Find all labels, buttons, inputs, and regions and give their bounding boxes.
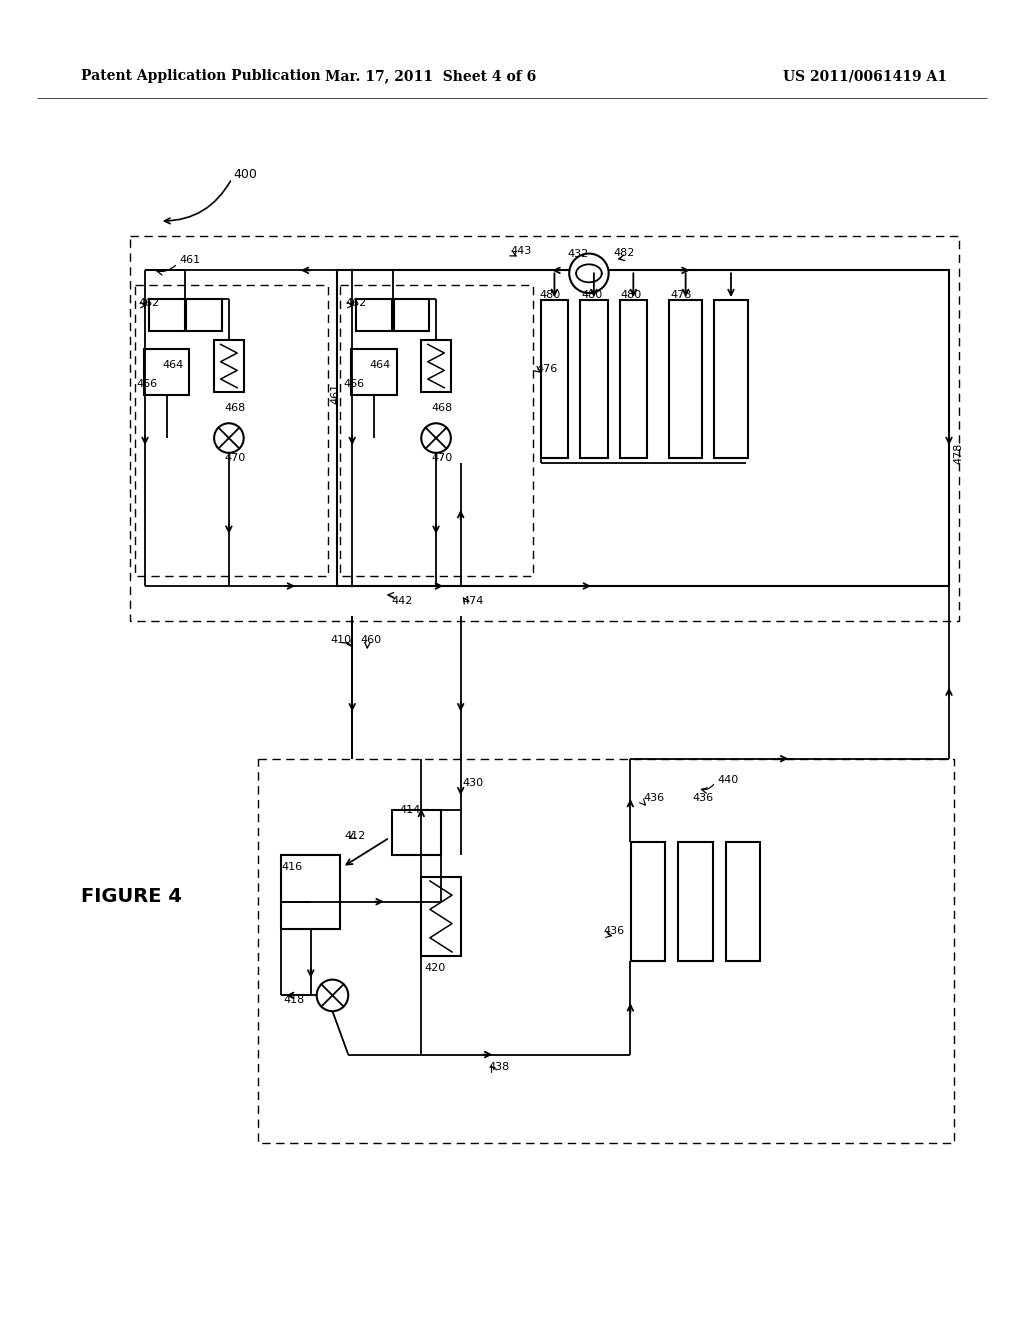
Bar (393, 298, 429, 330)
Text: 468: 468 (224, 404, 245, 413)
Text: 478: 478 (671, 290, 692, 300)
Bar (135, 285, 328, 576)
Bar (130, 236, 958, 620)
Text: 464: 464 (370, 360, 390, 370)
Text: 436: 436 (604, 927, 625, 936)
Text: 432: 432 (567, 248, 589, 259)
Text: 462: 462 (138, 298, 160, 308)
Bar (337, 271, 949, 586)
Text: 480: 480 (540, 290, 561, 300)
Text: 420: 420 (424, 962, 445, 973)
Bar (186, 298, 222, 330)
Text: 470: 470 (224, 453, 245, 463)
Bar (351, 350, 396, 395)
Bar (148, 298, 184, 330)
Text: 480: 480 (621, 290, 642, 300)
Bar (541, 300, 568, 458)
Text: 474: 474 (463, 595, 484, 606)
Text: 468: 468 (431, 404, 453, 413)
Bar (340, 285, 532, 576)
Text: 480: 480 (581, 290, 602, 300)
Text: Patent Application Publication: Patent Application Publication (81, 69, 321, 83)
Text: 482: 482 (613, 248, 635, 257)
Bar (421, 876, 461, 956)
Bar (580, 300, 607, 458)
Bar (678, 842, 713, 961)
Bar (356, 298, 391, 330)
Bar (714, 300, 748, 458)
Text: 478: 478 (953, 442, 964, 463)
Text: 414: 414 (399, 805, 421, 814)
Text: 466: 466 (343, 379, 365, 389)
Bar (214, 341, 244, 392)
Text: 461: 461 (331, 383, 340, 404)
Bar (620, 300, 647, 458)
Text: FIGURE 4: FIGURE 4 (81, 887, 182, 907)
Text: 400: 400 (233, 168, 258, 181)
Text: 476: 476 (537, 364, 558, 374)
Bar (421, 341, 451, 392)
Text: 412: 412 (344, 830, 366, 841)
Bar (282, 855, 340, 929)
Text: 440: 440 (717, 775, 738, 785)
Text: US 2011/0061419 A1: US 2011/0061419 A1 (783, 69, 947, 83)
Bar (669, 300, 702, 458)
Bar (631, 842, 666, 961)
Text: Mar. 17, 2011  Sheet 4 of 6: Mar. 17, 2011 Sheet 4 of 6 (326, 69, 537, 83)
Bar (258, 759, 954, 1143)
Text: 418: 418 (284, 995, 304, 1006)
Text: 460: 460 (360, 635, 381, 645)
Text: 410: 410 (331, 635, 351, 645)
Circle shape (316, 979, 348, 1011)
Circle shape (214, 424, 244, 453)
Bar (726, 842, 760, 961)
Bar (144, 350, 189, 395)
Bar (391, 810, 441, 855)
Text: 430: 430 (463, 779, 483, 788)
Text: 464: 464 (162, 360, 183, 370)
Text: 436: 436 (692, 793, 714, 803)
Circle shape (421, 424, 451, 453)
Text: 438: 438 (488, 1063, 510, 1072)
Text: 462: 462 (345, 298, 367, 308)
Text: 443: 443 (510, 246, 531, 256)
Text: 436: 436 (643, 793, 665, 803)
Text: 442: 442 (391, 595, 413, 606)
Text: 466: 466 (136, 379, 158, 389)
Circle shape (569, 253, 608, 293)
Text: 470: 470 (431, 453, 453, 463)
Text: 461: 461 (179, 256, 201, 265)
Text: 416: 416 (282, 862, 302, 873)
